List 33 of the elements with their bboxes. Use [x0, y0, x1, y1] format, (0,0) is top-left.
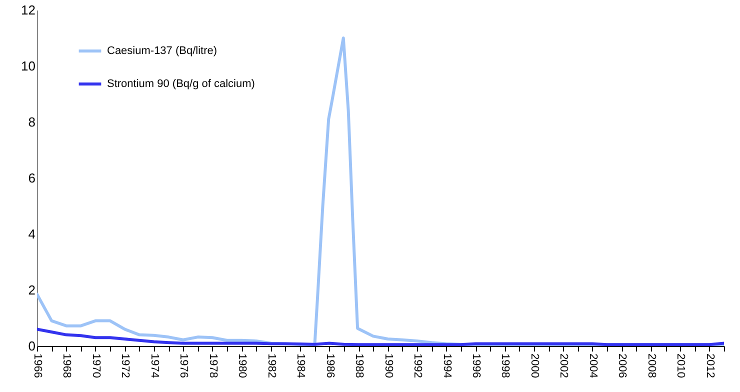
x-tick-label: 1980 [236, 354, 248, 378]
x-tick-label: 1994 [440, 354, 453, 378]
x-tick-label: 1984 [294, 354, 307, 378]
legend-label: Strontium 90 (Bq/g of calcium) [107, 78, 255, 90]
x-tick-label: 2008 [645, 354, 658, 378]
x-tick-label: 1974 [148, 354, 160, 378]
y-tick-label: 2 [28, 282, 36, 298]
y-tick-label: 12 [21, 2, 36, 18]
x-tick-label: 1982 [265, 354, 278, 378]
x-tick-label: 2010 [674, 354, 687, 378]
y-tick-label: 10 [21, 58, 36, 74]
x-tick-label: 2002 [558, 354, 570, 378]
x-tick-label: 1990 [382, 354, 394, 378]
y-tick-label: 8 [28, 114, 36, 130]
x-tick-label: 1972 [119, 354, 132, 378]
y-tick-label: 4 [28, 226, 36, 242]
y-tick-label: 6 [28, 170, 36, 186]
x-tick-label: 1970 [90, 354, 102, 378]
x-tick-label: 1996 [470, 354, 482, 378]
x-tick-label: 1978 [206, 354, 219, 378]
x-tick-label: 1968 [60, 354, 73, 378]
x-tick-label: 1988 [353, 354, 366, 378]
x-tick-label: 1992 [412, 354, 424, 378]
x-tick-label: 2006 [616, 354, 628, 378]
legend-label: Caesium-137 (Bq/litre) [107, 45, 218, 57]
x-tick-label: 2012 [704, 354, 716, 378]
y-tick-label: 0 [28, 338, 36, 354]
x-tick-label: 1966 [32, 354, 44, 378]
x-tick-label: 1986 [324, 354, 336, 378]
x-tick-label: 2004 [586, 354, 599, 378]
x-tick-label: 2000 [528, 354, 540, 378]
x-tick-label: 1976 [178, 354, 190, 378]
x-tick-label: 1998 [499, 354, 512, 378]
